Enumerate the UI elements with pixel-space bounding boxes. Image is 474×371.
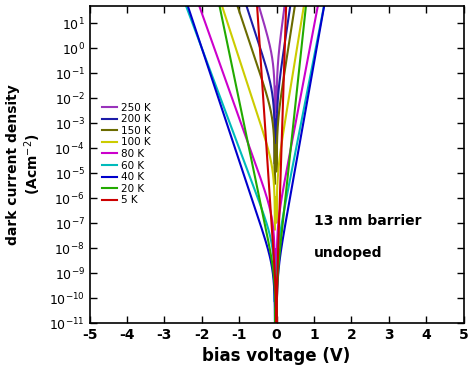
5 K [273,337,279,342]
Line: 200 K: 200 K [90,0,464,164]
Line: 20 K: 20 K [90,0,464,331]
20 K [273,328,278,333]
150 K [272,182,278,186]
80 K [272,289,278,293]
Line: 40 K: 40 K [90,0,464,335]
100 K [272,227,278,232]
80 K [311,24,317,29]
60 K [229,128,235,132]
20 K [229,66,235,70]
40 K [229,138,235,142]
40 K [272,333,278,337]
40 K [311,61,317,65]
Line: 100 K: 100 K [90,0,464,230]
Legend: 250 K, 200 K, 150 K, 100 K, 80 K, 60 K, 40 K, 20 K, 5 K: 250 K, 200 K, 150 K, 100 K, 80 K, 60 K, … [99,100,155,209]
250 K [272,141,278,145]
Text: 13 nm barrier: 13 nm barrier [314,214,421,229]
60 K [311,55,317,59]
Y-axis label: dark current density
(Acm$^{-2}$): dark current density (Acm$^{-2}$) [6,84,43,244]
60 K [272,299,278,304]
80 K [229,97,235,101]
Text: undoped: undoped [314,246,383,260]
Line: 150 K: 150 K [90,0,464,184]
200 K [272,162,278,166]
100 K [229,36,235,40]
X-axis label: bias voltage (V): bias voltage (V) [202,348,351,365]
Line: 80 K: 80 K [90,0,464,291]
Line: 250 K: 250 K [90,0,464,143]
Line: 60 K: 60 K [90,0,464,302]
Line: 5 K: 5 K [90,0,464,339]
